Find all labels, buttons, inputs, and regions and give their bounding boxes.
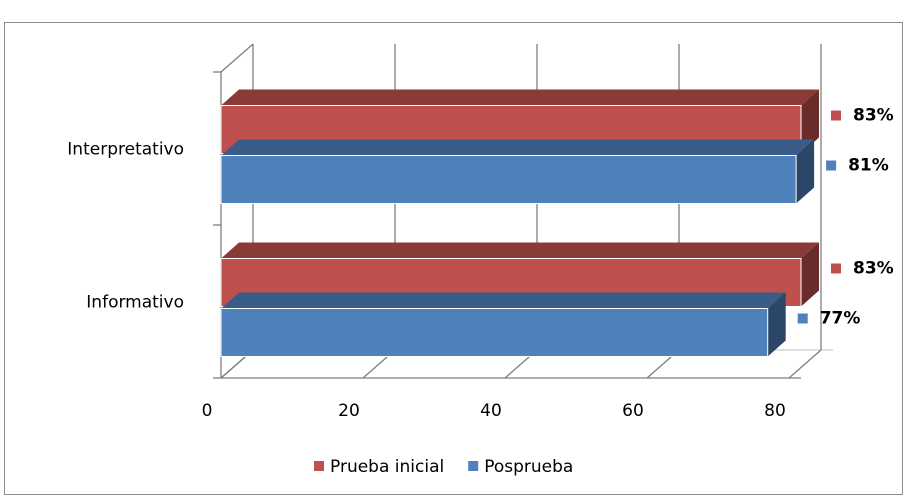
data-label-key bbox=[831, 263, 841, 274]
wall-top-edge bbox=[220, 43, 254, 73]
x-tick-label: 0 bbox=[202, 401, 213, 421]
data-label: 83% bbox=[853, 259, 894, 279]
data-label: 83% bbox=[853, 106, 894, 126]
data-label-key bbox=[831, 110, 841, 121]
bar-front-face bbox=[220, 308, 769, 357]
bars bbox=[220, 89, 819, 357]
bar-side-face bbox=[767, 292, 786, 357]
data-labels: 83% 81% 83% 77% bbox=[797, 106, 894, 329]
data-label: 77% bbox=[820, 309, 861, 329]
bar-top-face bbox=[221, 292, 786, 309]
bar-side-face bbox=[796, 139, 815, 204]
bar-top-face bbox=[221, 242, 819, 259]
legend-label: Prueba inicial bbox=[330, 457, 444, 477]
x-tick-label: 40 bbox=[480, 401, 502, 421]
bar-side-face bbox=[801, 242, 819, 307]
bar bbox=[220, 139, 815, 204]
x-tick-label: 20 bbox=[338, 401, 360, 421]
gridline-floor bbox=[788, 349, 822, 379]
x-axis-ticks: 0 20 40 60 80 bbox=[202, 401, 786, 421]
x-tick-label: 60 bbox=[622, 401, 644, 421]
legend-key bbox=[314, 461, 324, 471]
data-label-key bbox=[797, 313, 808, 324]
category-label: Informativo bbox=[86, 293, 184, 313]
bar-side-face bbox=[801, 89, 819, 154]
category-labels: Interpretativo Informativo bbox=[67, 140, 184, 313]
legend: Prueba inicial Posprueba bbox=[314, 457, 573, 477]
data-label: 81% bbox=[848, 156, 889, 176]
legend-key bbox=[468, 461, 479, 471]
bar-top-face bbox=[221, 89, 819, 106]
legend-label: Posprueba bbox=[484, 457, 573, 477]
data-label-key bbox=[826, 160, 837, 171]
bar bbox=[220, 292, 786, 357]
bar-top-face bbox=[221, 139, 815, 156]
bar-front-face bbox=[220, 155, 797, 204]
x-tick-label: 80 bbox=[764, 401, 786, 421]
category-label: Interpretativo bbox=[67, 140, 184, 160]
